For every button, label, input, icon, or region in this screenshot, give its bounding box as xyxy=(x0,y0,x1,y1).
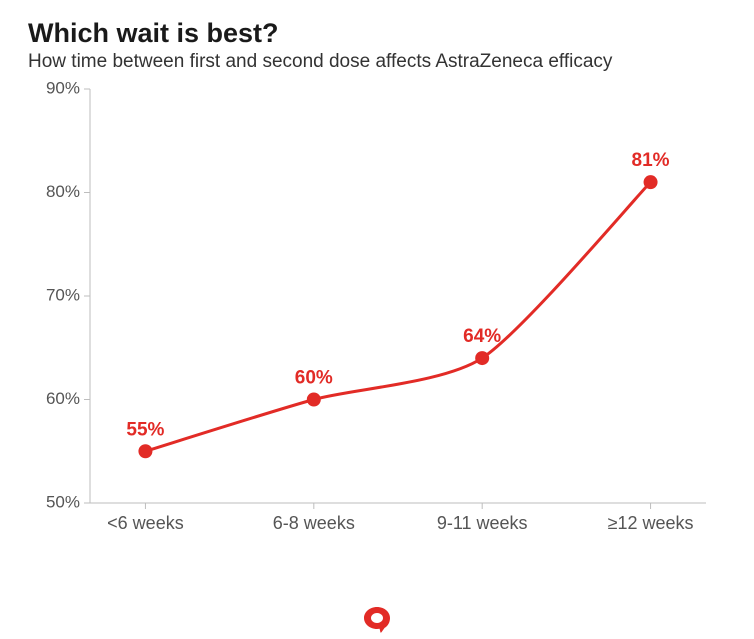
chart-subtitle: How time between first and second dose a… xyxy=(28,51,726,73)
series-line xyxy=(145,182,650,451)
brand-logo xyxy=(362,605,392,633)
data-point xyxy=(644,175,658,189)
line-chart-svg: 50% 60% 70% 80% 90% <6 weeks 6-8 weeks 9-11 wee… xyxy=(28,79,726,549)
speech-bubble-icon xyxy=(362,605,392,633)
x-tick-label: 9-11 weeks xyxy=(437,513,528,533)
x-tick-label: ≥12 weeks xyxy=(608,513,694,533)
y-tick-label: 60% xyxy=(46,389,80,408)
x-tick-label: <6 weeks xyxy=(107,513,184,533)
data-point xyxy=(475,351,489,365)
chart-title: Which wait is best? xyxy=(28,18,726,49)
chart-plot-area: 50% 60% 70% 80% 90% <6 weeks 6-8 weeks 9-11 wee… xyxy=(28,79,726,549)
y-tick-label: 70% xyxy=(46,286,80,305)
y-tick-label: 80% xyxy=(46,182,80,201)
data-point xyxy=(138,444,152,458)
y-tick-label: 90% xyxy=(46,79,80,97)
data-point xyxy=(307,393,321,407)
data-point-label: 55% xyxy=(126,419,164,440)
data-point-label: 81% xyxy=(632,150,670,171)
y-tick-label: 50% xyxy=(46,493,80,512)
data-point-label: 60% xyxy=(295,368,333,389)
data-point-label: 64% xyxy=(463,326,501,347)
x-tick-label: 6-8 weeks xyxy=(273,513,355,533)
chart-container: Which wait is best? How time between fir… xyxy=(0,0,754,639)
